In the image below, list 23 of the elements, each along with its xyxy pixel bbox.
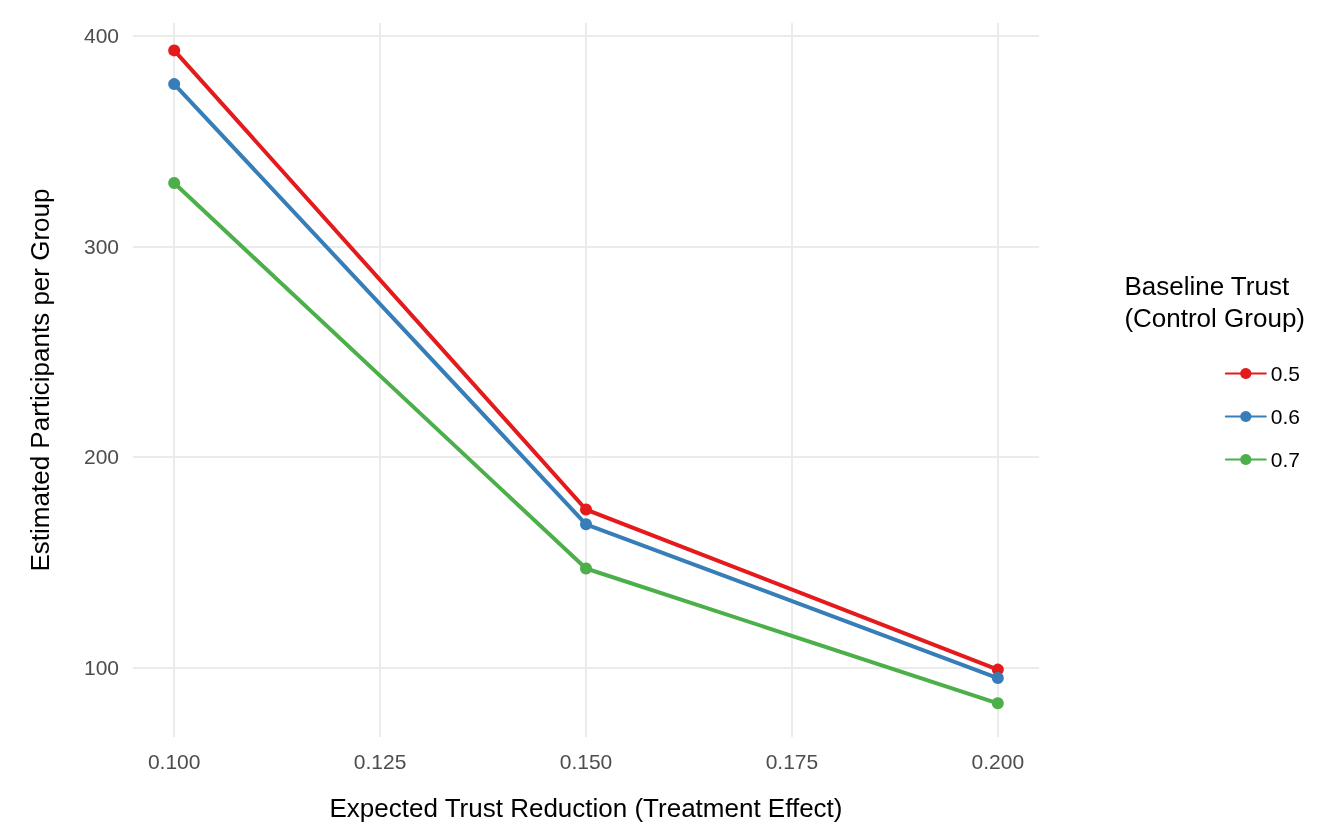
x-tick-label: 0.175: [765, 750, 819, 773]
point: [991, 672, 1004, 685]
y-tick-label: 300: [83, 234, 119, 258]
legend-label: 0.5: [1270, 362, 1301, 385]
y-axis-title: Estimated Participants per Group: [25, 188, 55, 572]
x-axis-title: Expected Trust Reduction (Treatment Effect): [329, 793, 843, 823]
legend-title: Baseline Trust (Control Group): [1124, 271, 1306, 333]
x-tick-label: 0.150: [559, 750, 613, 773]
point: [580, 562, 592, 575]
x-tick-label: 0.200: [971, 750, 1025, 773]
y-tick-label: 400: [83, 24, 119, 48]
point: [168, 44, 181, 57]
point: [580, 503, 592, 516]
y-tick-label: 200: [83, 445, 119, 469]
point: [168, 177, 181, 190]
legend-label: 0.6: [1270, 405, 1301, 428]
legend-label: 0.7: [1270, 448, 1301, 471]
point: [580, 518, 592, 531]
y-tick-label: 100: [83, 656, 119, 679]
x-tick-label: 0.125: [353, 750, 407, 773]
point: [991, 697, 1004, 710]
point: [168, 78, 181, 91]
x-tick-label: 0.100: [147, 750, 201, 773]
